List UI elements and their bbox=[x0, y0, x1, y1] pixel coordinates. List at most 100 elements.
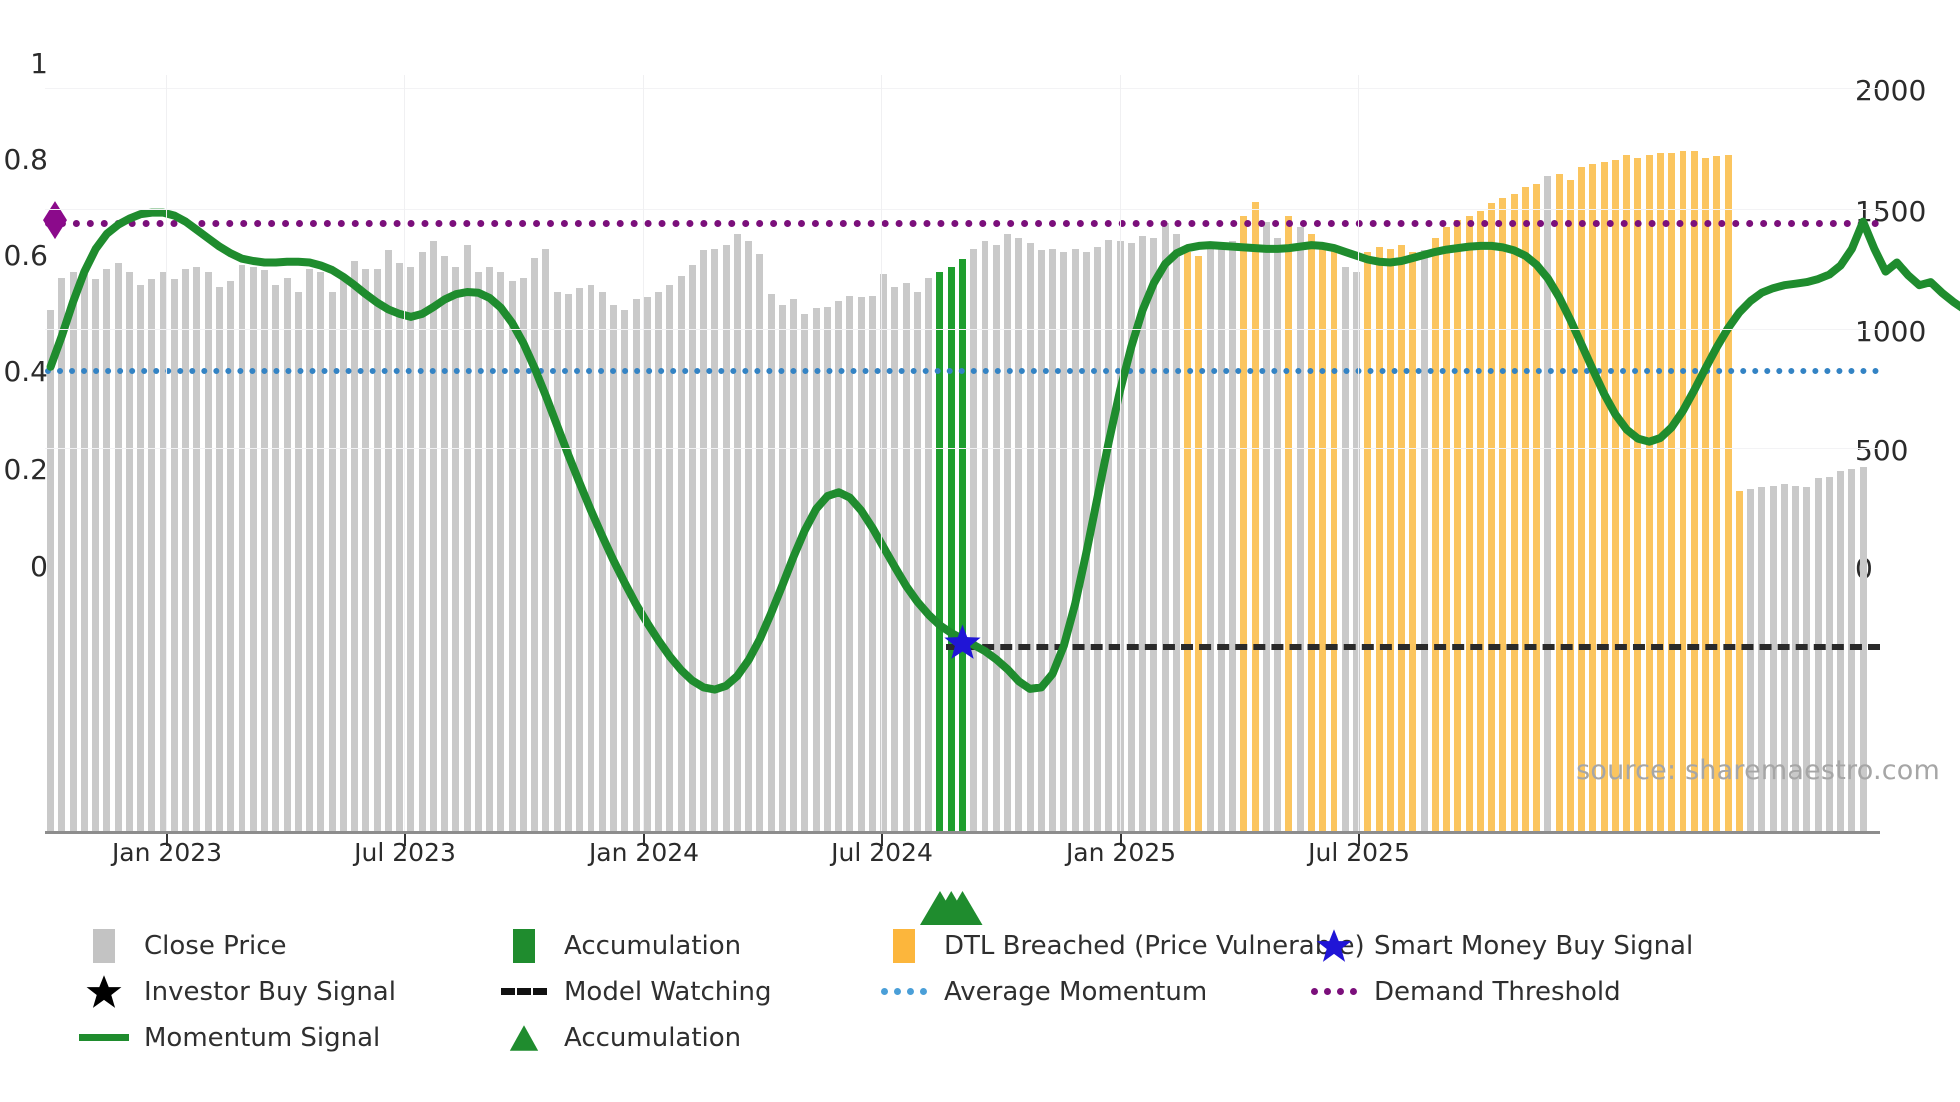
legend-item-demand-threshold[interactable]: Demand Threshold bbox=[1308, 977, 1621, 1007]
accumulation-bar bbox=[947, 266, 955, 831]
legend-row: Close Price Accumulation DTL Breached (P… bbox=[78, 928, 1938, 963]
x-axis-label-jul-2025: Jul 2025 bbox=[1308, 838, 1410, 867]
legend-item-smart-money-buy-signal[interactable]: Smart Money Buy Signal bbox=[1308, 927, 1693, 965]
dtl-breached-bar bbox=[1600, 161, 1608, 831]
close-price-bar bbox=[328, 292, 336, 831]
x-axis-label-jul-2024: Jul 2024 bbox=[831, 838, 933, 867]
dtl-breached-bar bbox=[1195, 255, 1203, 831]
plot-area bbox=[43, 75, 1960, 925]
dotted-line-purple-icon bbox=[1308, 988, 1360, 995]
x-axis-tick bbox=[881, 834, 883, 846]
close-price-bar bbox=[306, 268, 314, 831]
legend-row: Momentum Signal Accumulation bbox=[78, 1022, 1938, 1053]
close-price-bar bbox=[418, 252, 426, 831]
close-price-bar bbox=[227, 281, 235, 831]
x-axis-label-jan-2025: Jan 2025 bbox=[1065, 838, 1177, 867]
dtl-breached-bar bbox=[1735, 490, 1743, 831]
vgridline bbox=[1358, 75, 1359, 832]
reference-line-demand bbox=[45, 220, 1880, 228]
close-price-bar bbox=[125, 272, 133, 831]
close-price-swatch-icon bbox=[78, 928, 130, 963]
dtl-breached-bar bbox=[1623, 154, 1631, 831]
close-price-bar bbox=[317, 272, 325, 831]
close-price-bar bbox=[204, 272, 212, 831]
chart-overlay bbox=[43, 201, 1960, 925]
y-axis-left-tick-1: 1 bbox=[30, 47, 48, 80]
dtl-breached-bar bbox=[1510, 194, 1518, 831]
accumulation-bar bbox=[959, 259, 966, 831]
close-price-bar bbox=[531, 257, 539, 831]
dtl-breached-bar bbox=[1555, 174, 1563, 831]
close-price-bar bbox=[249, 266, 257, 831]
y-axis-left-tick-06: 0.6 bbox=[3, 239, 48, 272]
legend-item-momentum-signal[interactable]: Momentum Signal bbox=[78, 1023, 498, 1053]
close-price-bar bbox=[1161, 223, 1169, 831]
close-price-bar bbox=[170, 279, 178, 831]
gridline-500 bbox=[45, 448, 1880, 449]
close-price-bar bbox=[891, 286, 899, 831]
close-price-bar bbox=[700, 250, 708, 831]
close-price-bar bbox=[1274, 237, 1282, 831]
close-price-bar bbox=[384, 250, 392, 831]
close-price-bar bbox=[553, 292, 561, 831]
reference-line-watch bbox=[945, 643, 1880, 650]
close-price-bar bbox=[846, 295, 854, 831]
chart-legend: Close Price Accumulation DTL Breached (P… bbox=[78, 928, 1938, 1068]
close-price-bar bbox=[711, 248, 719, 831]
close-price-bar bbox=[1262, 221, 1270, 831]
close-price-bar bbox=[1341, 266, 1349, 831]
close-price-bar bbox=[756, 254, 764, 831]
close-price-bar bbox=[1172, 234, 1180, 831]
close-price-bar bbox=[396, 263, 404, 831]
accumulation-triangle-icon bbox=[942, 891, 983, 925]
close-price-bar bbox=[913, 292, 921, 831]
legend-item-accumulation-marker[interactable]: Accumulation bbox=[498, 1021, 878, 1055]
close-price-bar bbox=[1769, 485, 1777, 831]
dtl-breached-bar bbox=[1251, 201, 1259, 831]
close-price-bar bbox=[216, 286, 223, 831]
dtl-breached-bar bbox=[1645, 154, 1653, 831]
vgridline bbox=[404, 75, 405, 832]
legend-item-dtl-breached[interactable]: DTL Breached (Price Vulnerable) bbox=[878, 928, 1365, 963]
smart-money-buy-signal-star-icon bbox=[944, 624, 981, 659]
legend-label: Average Momentum bbox=[944, 976, 1208, 1007]
close-price-bar bbox=[1037, 250, 1045, 831]
close-price-bar bbox=[587, 284, 595, 831]
close-price-bar bbox=[486, 266, 494, 831]
legend-item-model-watching[interactable]: Model Watching bbox=[498, 977, 878, 1007]
dtl-breached-bar bbox=[1713, 156, 1721, 831]
dtl-breached-bar bbox=[1465, 216, 1473, 831]
legend-label: Model Watching bbox=[564, 976, 772, 1007]
legend-label: Momentum Signal bbox=[144, 1022, 381, 1053]
close-price-bar bbox=[1814, 478, 1822, 831]
dtl-breached-bar bbox=[1656, 152, 1664, 831]
close-price-bar bbox=[925, 277, 933, 831]
close-price-bar bbox=[452, 266, 460, 831]
close-price-bar bbox=[261, 270, 268, 831]
dtl-breached-bar bbox=[1488, 203, 1496, 831]
y-axis-left-tick-08: 0.8 bbox=[3, 143, 48, 176]
legend-item-investor-buy-signal[interactable]: Investor Buy Signal bbox=[78, 973, 498, 1011]
demand-threshold-diamond-icon bbox=[43, 201, 67, 240]
dtl-breached-bar bbox=[1409, 252, 1417, 831]
close-price-bar bbox=[733, 234, 741, 831]
close-price-bar bbox=[1803, 487, 1811, 831]
x-axis-tick bbox=[404, 834, 406, 846]
legend-label: Close Price bbox=[144, 930, 287, 961]
close-price-bar bbox=[159, 272, 167, 831]
close-price-bar bbox=[1353, 272, 1360, 831]
y-axis-left-tick-02: 0.2 bbox=[3, 453, 48, 486]
y-axis-left-tick-04: 0.4 bbox=[3, 355, 48, 388]
legend-item-average-momentum[interactable]: Average Momentum bbox=[878, 977, 1308, 1007]
legend-item-accumulation-bar[interactable]: Accumulation bbox=[498, 928, 878, 963]
close-price-bar bbox=[114, 263, 122, 831]
close-price-bar bbox=[463, 245, 471, 831]
dtl-breached-bar bbox=[1454, 219, 1462, 831]
close-price-bar bbox=[655, 292, 663, 831]
dtl-breached-bar bbox=[1443, 226, 1451, 831]
y-axis-left-tick-0: 0 bbox=[30, 550, 48, 583]
dtl-breached-bar bbox=[1634, 158, 1642, 831]
legend-item-close-price[interactable]: Close Price bbox=[78, 928, 498, 963]
close-price-bar bbox=[339, 277, 347, 831]
legend-label: DTL Breached (Price Vulnerable) bbox=[944, 930, 1365, 961]
